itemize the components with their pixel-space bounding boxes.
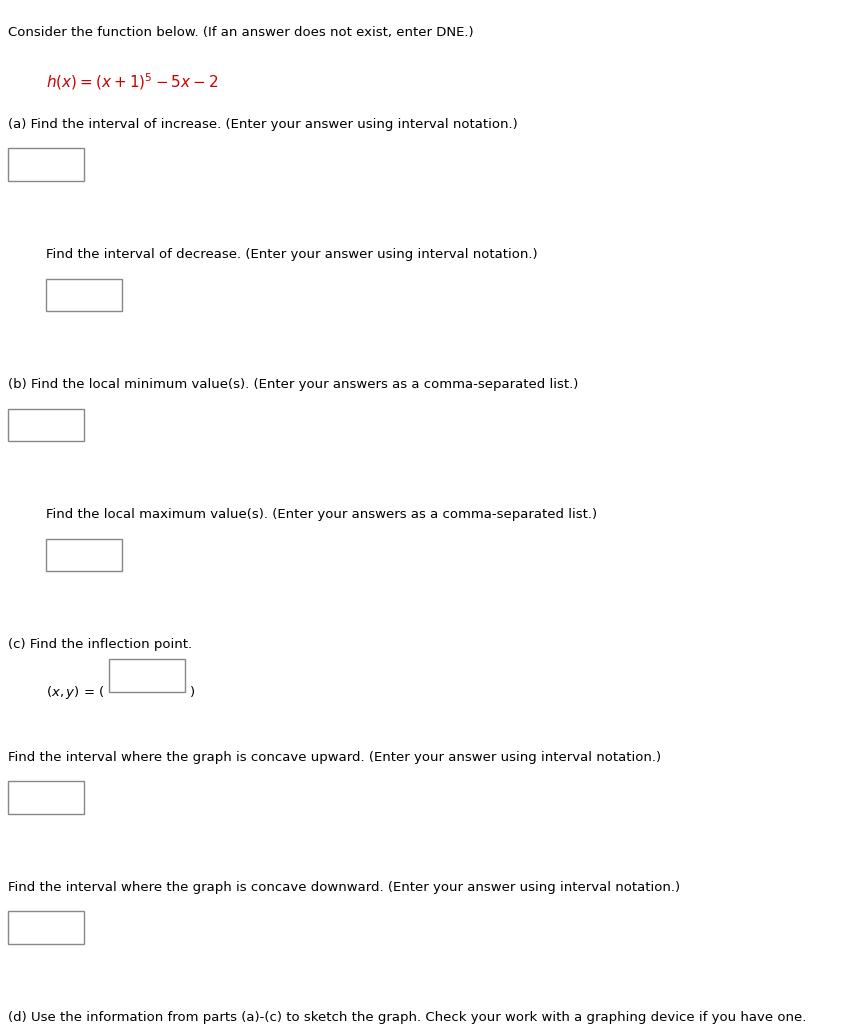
FancyBboxPatch shape <box>46 539 122 571</box>
Text: (b) Find the local minimum value(s). (Enter your answers as a comma-separated li: (b) Find the local minimum value(s). (En… <box>8 378 578 391</box>
Text: $h(x) = (x + 1)^5 - 5x - 2$: $h(x) = (x + 1)^5 - 5x - 2$ <box>46 72 219 92</box>
Text: Find the interval where the graph is concave upward. (Enter your answer using in: Find the interval where the graph is con… <box>8 751 662 764</box>
FancyBboxPatch shape <box>8 781 84 814</box>
FancyBboxPatch shape <box>8 911 84 944</box>
FancyBboxPatch shape <box>8 409 84 441</box>
Text: (a) Find the interval of increase. (Enter your answer using interval notation.): (a) Find the interval of increase. (Ente… <box>8 118 518 131</box>
Text: Find the local maximum value(s). (Enter your answers as a comma-separated list.): Find the local maximum value(s). (Enter … <box>46 508 598 521</box>
Text: (c) Find the inflection point.: (c) Find the inflection point. <box>8 638 193 651</box>
Text: $)$: $)$ <box>189 684 195 699</box>
Text: Consider the function below. (If an answer does not exist, enter DNE.): Consider the function below. (If an answ… <box>8 26 474 39</box>
Text: Find the interval where the graph is concave downward. (Enter your answer using : Find the interval where the graph is con… <box>8 881 680 894</box>
Text: (d) Use the information from parts (a)-(c) to sketch the graph. Check your work : (d) Use the information from parts (a)-(… <box>8 1011 807 1024</box>
FancyBboxPatch shape <box>46 279 122 311</box>
FancyBboxPatch shape <box>109 659 185 692</box>
FancyBboxPatch shape <box>8 148 84 181</box>
Text: Find the interval of decrease. (Enter your answer using interval notation.): Find the interval of decrease. (Enter yo… <box>46 248 538 261</box>
Text: $(x, y)$ = $($: $(x, y)$ = $($ <box>46 684 104 701</box>
